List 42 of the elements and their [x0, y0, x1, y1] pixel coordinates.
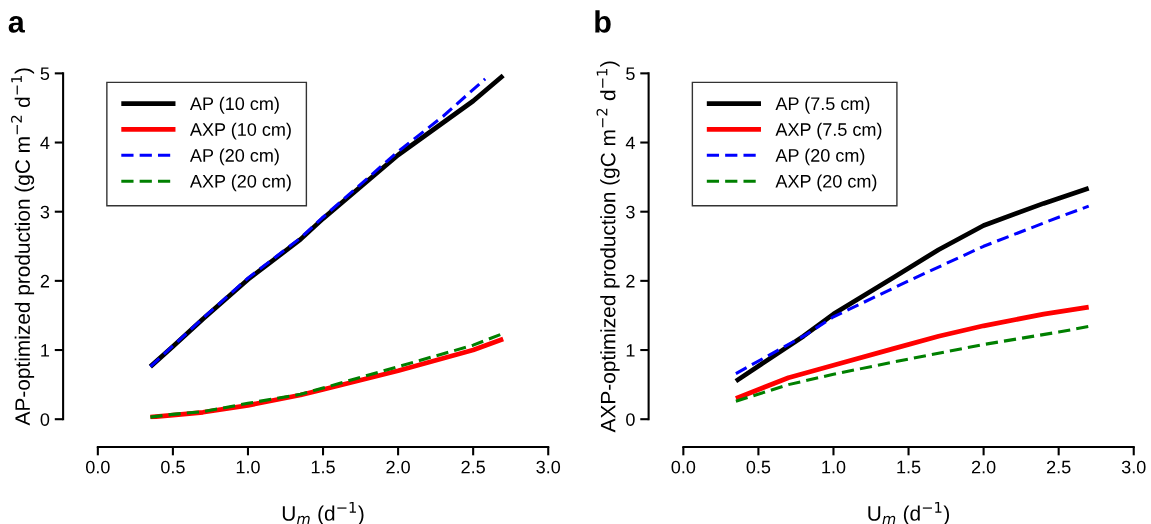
y-tick-label: 1	[626, 344, 635, 357]
x-tick-label: 3.0	[1121, 460, 1146, 474]
x-tick-label: 0.0	[85, 460, 110, 474]
chart-title: a	[8, 15, 25, 33]
x-tick-label: 0.0	[671, 460, 696, 474]
legend-label: AXP (7.5 cm)	[775, 122, 882, 140]
legend-label: AXP (20 cm)	[189, 174, 291, 192]
legend-label: AXP (20 cm)	[775, 174, 877, 192]
line-series	[733, 304, 1092, 401]
x-tick-label: 1.5	[897, 460, 921, 474]
y-axis-title: AP-optimized production (gC m$^{−2}$ d$^{−1}$)	[10, 68, 35, 426]
x-tick-label: 2.0	[971, 460, 996, 474]
y-tick-label: 3	[626, 205, 635, 219]
legend-label: AP (20 cm)	[189, 148, 279, 166]
x-tick-label: 1.5	[311, 460, 335, 474]
y-tick-label: 0	[40, 413, 50, 426]
chart-title: b	[595, 10, 611, 33]
y-tick-label: 0	[626, 413, 635, 426]
y-tick-label: 3	[40, 205, 50, 219]
x-tick-label: 3.0	[536, 460, 561, 474]
x-axis-title: U$_{m}$ (d$^{−1}$)	[282, 502, 364, 524]
y-tick-label: 5	[40, 67, 50, 81]
x-tick-label: 0.5	[161, 460, 185, 474]
y-tick-label: 2	[626, 274, 635, 288]
y-tick-label: 2	[40, 274, 50, 288]
x-tick-label: 1.0	[236, 460, 260, 474]
legend-label: AP (10 cm)	[189, 96, 279, 114]
y-tick-label: 5	[626, 67, 635, 81]
y-axis-title: AXP-optimized production (gC m$^{−2}$ d$^{−1}$)	[596, 61, 620, 433]
x-tick-label: 2.0	[386, 460, 410, 474]
y-tick-label: 4	[625, 136, 635, 150]
legend-label: AXP (10 cm)	[189, 122, 291, 140]
legend-label: AP (20 cm)	[775, 148, 865, 166]
x-tick-label: 2.5	[1047, 460, 1071, 474]
x-axis-title: U$_{m}$ (d$^{−1}$)	[868, 502, 950, 524]
y-tick-label: 4	[40, 136, 50, 150]
x-tick-label: 1.0	[822, 460, 846, 474]
x-tick-label: 2.5	[461, 460, 485, 474]
line-series	[734, 324, 1091, 403]
legend-label: AP (7.5 cm)	[775, 96, 870, 114]
x-tick-label: 0.5	[746, 460, 771, 474]
y-tick-label: 1	[41, 344, 50, 357]
